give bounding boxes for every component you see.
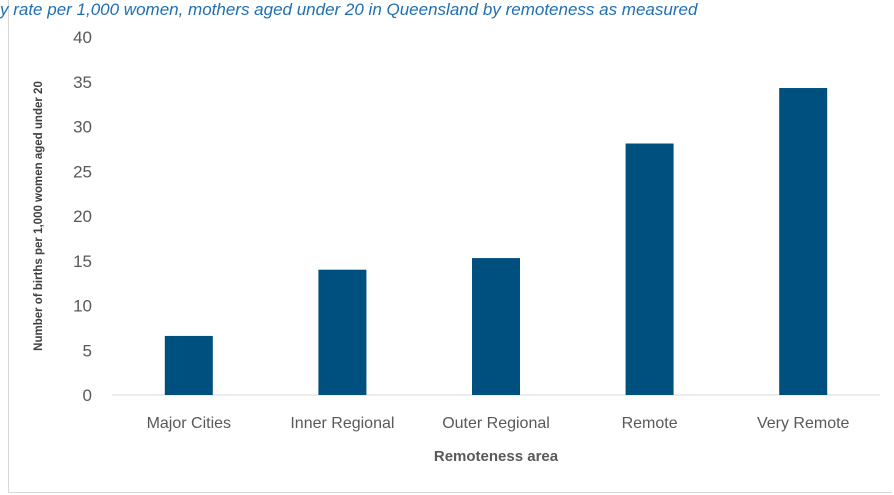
- y-tick-label: 35: [73, 73, 92, 92]
- y-axis-ticks: 0 5 10 15 20 25 30 35 40: [73, 28, 92, 405]
- y-tick-label: 10: [73, 297, 92, 316]
- x-tick-label: Outer Regional: [442, 415, 550, 432]
- bar-remote: [625, 143, 674, 395]
- y-tick-label: 5: [83, 341, 92, 360]
- y-tick-label: 30: [73, 118, 92, 137]
- bar-inner-regional: [318, 269, 367, 395]
- bar-major-cities: [164, 335, 213, 395]
- chart-frame: [8, 0, 892, 493]
- y-tick-label: 40: [73, 28, 92, 47]
- bars: [164, 88, 828, 395]
- y-tick-label: 0: [83, 386, 92, 405]
- y-tick-label: 15: [73, 252, 92, 271]
- y-axis-label: Number of births per 1,000 women aged un…: [33, 81, 45, 351]
- x-tick-label: Major Cities: [147, 415, 231, 432]
- bar-outer-regional: [472, 258, 520, 395]
- x-axis-label: Remoteness area: [434, 448, 559, 465]
- bar-very-remote: [779, 88, 828, 395]
- x-axis-ticks: Major Cities Inner Regional Outer Regional…: [147, 415, 850, 432]
- x-tick-label: Inner Regional: [290, 415, 394, 432]
- y-tick-label: 20: [73, 207, 92, 226]
- x-tick-label: Very Remote: [757, 415, 850, 432]
- x-tick-label: Remote: [622, 415, 678, 432]
- y-tick-label: 25: [73, 162, 92, 181]
- chart-title: y rate per 1,000 women, mothers aged und…: [0, 0, 698, 19]
